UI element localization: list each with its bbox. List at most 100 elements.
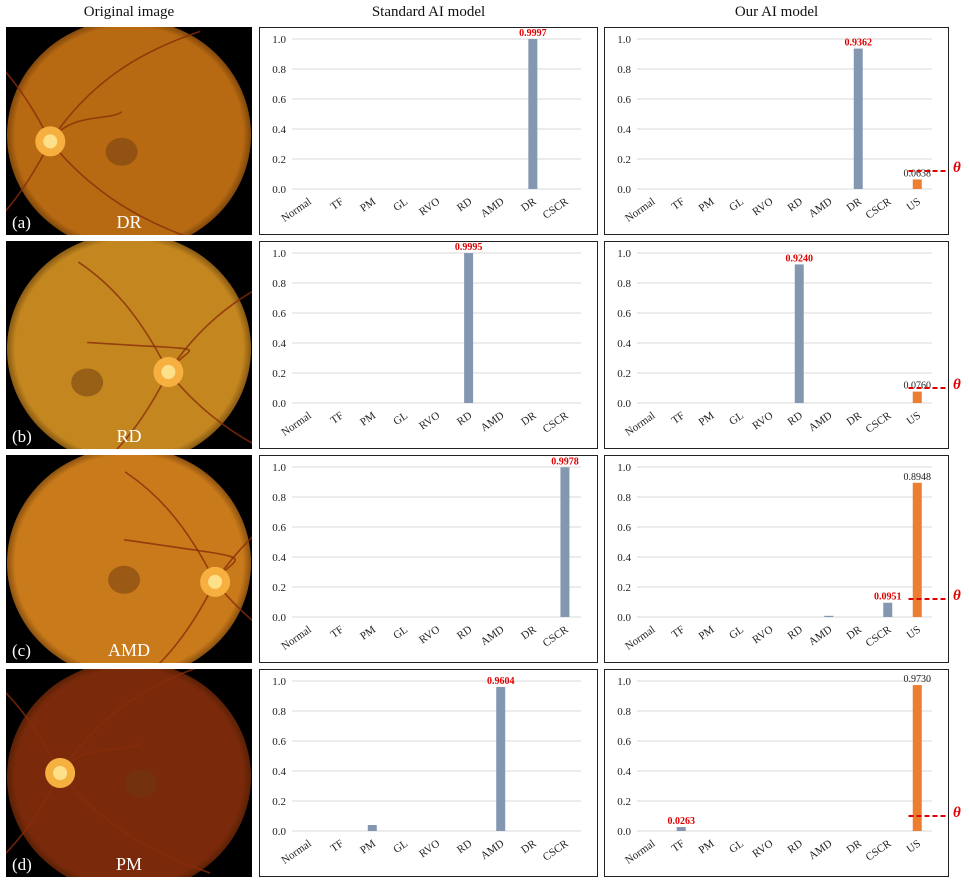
y-tick-label: 0.2 (272, 796, 286, 808)
bar-us (912, 179, 922, 189)
bar-rd (794, 264, 804, 403)
standard-model-panel: 0.0 0.2 0.4 0.6 0.8 1.0 Normal TF PM GL RVO RD AMD DR… (259, 455, 598, 663)
x-tick-label: CSCR (541, 623, 571, 649)
y-tick-label: 0.0 (272, 184, 286, 196)
x-tick-label: RVO (750, 196, 775, 219)
x-tick-label: DR (845, 409, 865, 428)
x-tick-label: TF (670, 838, 687, 855)
bar-us (912, 685, 922, 831)
retinal-vessel (59, 669, 196, 774)
bar-cscr (883, 602, 893, 617)
retinal-vessel (124, 471, 216, 583)
y-tick-label: 0.6 (272, 94, 286, 106)
y-tick-label: 0.6 (272, 522, 286, 534)
retinal-vessel (214, 536, 252, 583)
macula (125, 769, 158, 798)
threshold-symbol: θ (953, 377, 961, 393)
retinal-vessel (49, 30, 201, 142)
macula (71, 368, 104, 397)
y-tick-label: 1.0 (272, 462, 286, 474)
x-tick-label: AMD (479, 838, 507, 863)
fundus-drawing (6, 27, 251, 235)
x-tick-label: CSCR (541, 195, 571, 221)
x-tick-label: RVO (417, 624, 442, 647)
y-tick-label: 0.6 (617, 308, 631, 320)
data-label: 0.9240 (786, 253, 814, 264)
y-tick-label: 0.6 (272, 736, 286, 748)
panel-tag: (d) (12, 855, 32, 874)
y-tick-label: 1.0 (617, 34, 631, 46)
x-tick-label: Normal (279, 838, 313, 867)
optic-cup (161, 365, 176, 380)
y-tick-label: 1.0 (617, 248, 631, 260)
bar-amd (496, 686, 506, 831)
x-tick-label: PM (358, 624, 378, 643)
y-tick-label: 0.0 (617, 612, 631, 624)
x-tick-label: RD (455, 410, 474, 429)
standard-model-panel: 0.0 0.2 0.4 0.6 0.8 1.0 Normal TF PM GL RVO RD AMD DR… (259, 241, 598, 449)
x-tick-label: Normal (623, 410, 657, 439)
retinal-vessel (59, 772, 211, 874)
bar-us (912, 391, 922, 403)
x-tick-label: RVO (750, 624, 775, 647)
retinal-vessel (6, 71, 51, 142)
x-tick-label: Normal (623, 624, 657, 653)
y-tick-label: 0.2 (617, 368, 631, 380)
panel-tag: (a) (12, 213, 31, 232)
bar-dr (853, 48, 863, 189)
x-tick-label: RD (786, 838, 805, 857)
y-tick-label: 0.8 (272, 278, 286, 290)
y-tick-label: 0.4 (272, 766, 286, 778)
fundus-drawing (6, 669, 251, 877)
retinal-vessel (214, 581, 252, 622)
x-tick-label: DR (519, 623, 539, 642)
retinal-vessel (6, 772, 61, 855)
x-tick-label: PM (358, 410, 378, 429)
x-tick-label: GL (727, 195, 746, 213)
x-tick-label: AMD (479, 624, 507, 649)
y-tick-label: 0.2 (272, 368, 286, 380)
data-label: 0.9995 (455, 242, 483, 253)
y-tick-label: 0.0 (272, 612, 286, 624)
figure-row: (c) AMD 0.0 0.2 0.4 0.6 0.8 1.0 Normal TF PM GL RVO R… (0, 455, 969, 663)
bar-amd (824, 615, 834, 617)
x-tick-label: US (905, 410, 923, 428)
x-tick-label: TF (328, 410, 345, 427)
y-tick-label: 0.2 (617, 154, 631, 166)
y-tick-label: 0.4 (617, 124, 631, 136)
y-tick-label: 1.0 (617, 462, 631, 474)
data-label: 0.9978 (551, 456, 579, 467)
x-tick-label: RD (786, 624, 805, 643)
data-label: 0.0638 (904, 168, 932, 179)
retinal-vessel (49, 140, 185, 235)
x-tick-label: US (905, 838, 923, 856)
x-tick-label: Normal (623, 838, 657, 867)
x-tick-label: TF (328, 624, 345, 641)
x-tick-label: PM (697, 838, 717, 857)
y-tick-label: 0.8 (617, 278, 631, 290)
header-standard-model: Standard AI model (371, 4, 486, 20)
x-tick-label: RVO (750, 410, 775, 433)
y-tick-label: 0.8 (617, 64, 631, 76)
y-tick-label: 0.8 (272, 492, 286, 504)
y-tick-label: 0.0 (617, 826, 631, 838)
retinal-vessel (115, 371, 170, 449)
data-label: 0.0951 (874, 592, 902, 603)
y-tick-label: 0.2 (617, 582, 631, 594)
optic-cup (43, 134, 58, 149)
diagnosis-label: RD (116, 426, 142, 446)
data-label: 0.8948 (904, 472, 932, 483)
y-tick-label: 0.2 (272, 582, 286, 594)
x-tick-label: DR (845, 837, 865, 856)
standard-model-panel: 0.0 0.2 0.4 0.6 0.8 1.0 Normal TF PM GL RVO RD AMD DR… (259, 669, 598, 877)
x-tick-label: GL (391, 837, 410, 855)
retinal-vessel (167, 371, 252, 444)
x-tick-label: RD (455, 196, 474, 215)
x-tick-label: RVO (417, 410, 442, 433)
x-tick-label: RD (455, 624, 474, 643)
macula (105, 137, 138, 166)
